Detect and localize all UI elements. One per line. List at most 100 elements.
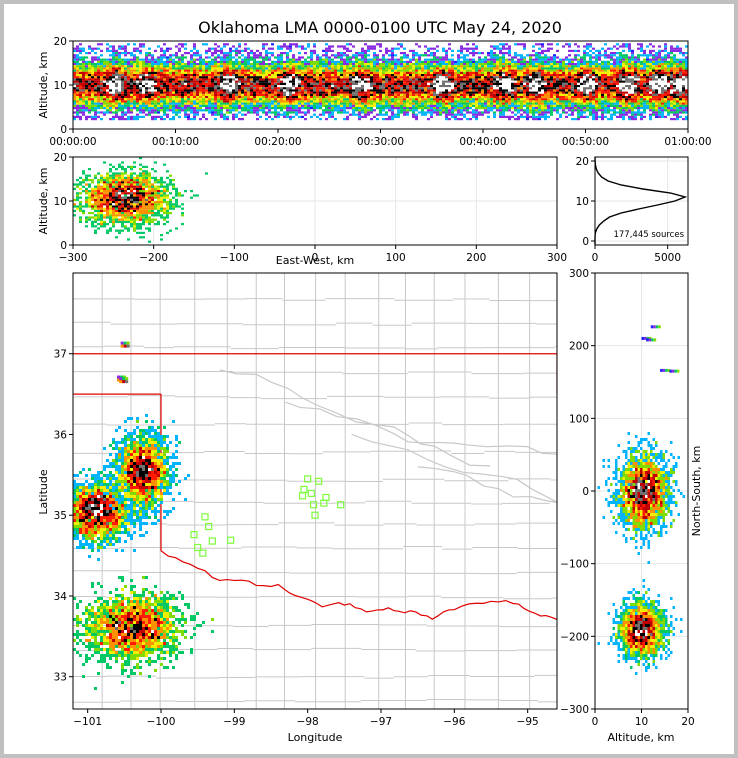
density-cell [466, 80, 469, 83]
density-cell [358, 91, 361, 94]
density-cell [574, 80, 577, 83]
density-cell [580, 107, 583, 110]
density-cell [214, 102, 217, 105]
density-cell [472, 104, 475, 107]
density-cell [247, 91, 250, 94]
density-cell [151, 58, 154, 61]
density-cell [187, 63, 190, 66]
density-cell [313, 93, 316, 96]
density-cell [466, 60, 469, 63]
density-cell [76, 111, 79, 114]
density-cell [580, 76, 583, 79]
density-cell [412, 109, 415, 112]
density-cell [226, 80, 229, 83]
density-cell [448, 63, 451, 66]
density-cell [319, 71, 322, 74]
density-cell [523, 43, 526, 46]
density-cell [142, 98, 145, 101]
density-cell [196, 85, 199, 88]
density-cell [382, 63, 385, 66]
density-cell [235, 107, 238, 110]
density-cell [190, 89, 193, 92]
density-cell [538, 63, 541, 66]
density-cell [232, 71, 235, 74]
density-cell [526, 111, 529, 114]
density-cell [262, 111, 265, 114]
density-cell [256, 49, 259, 52]
density-cell [274, 56, 277, 59]
density-cell [307, 100, 310, 103]
density-cell [115, 63, 118, 66]
density-cell [103, 69, 106, 72]
density-cell [445, 96, 448, 99]
density-cell [136, 100, 139, 103]
density-cell [172, 54, 175, 57]
density-cell [343, 91, 346, 94]
density-cell [121, 52, 124, 55]
density-cell [337, 109, 340, 112]
density-cell [247, 100, 250, 103]
density-cell [538, 78, 541, 81]
density-cell [427, 49, 430, 52]
density-cell [259, 76, 262, 79]
density-cell [106, 71, 109, 74]
density-cell [103, 76, 106, 79]
density-cell [406, 87, 409, 90]
density-cell [559, 58, 562, 61]
density-cell [235, 98, 238, 101]
density-cell [427, 96, 430, 99]
density-cell [544, 49, 547, 52]
density-cell [397, 113, 400, 116]
density-cell [289, 63, 292, 66]
density-cell [502, 102, 505, 105]
density-cell [82, 102, 85, 105]
density-cell [124, 54, 127, 57]
density-cell [424, 74, 427, 77]
density-cell [217, 76, 220, 79]
density-cell [127, 69, 130, 72]
density-cell [73, 47, 76, 50]
density-cell [547, 102, 550, 105]
density-cell [466, 102, 469, 105]
density-cell [331, 45, 334, 48]
density-cell [391, 93, 394, 96]
density-cell [418, 104, 421, 107]
density-cell [193, 89, 196, 92]
density-cell [457, 93, 460, 96]
density-cell [484, 69, 487, 72]
density-cell [463, 63, 466, 66]
density-cell [565, 115, 568, 118]
density-cell [385, 60, 388, 63]
density-cell [355, 80, 358, 83]
density-cell [334, 78, 337, 81]
density-cell [346, 74, 349, 77]
density-cell [217, 63, 220, 66]
density-cell [130, 67, 133, 70]
density-cell [115, 91, 118, 94]
density-cell [136, 89, 139, 92]
density-cell [310, 85, 313, 88]
density-cell [520, 69, 523, 72]
density-cell [436, 102, 439, 105]
density-cell [586, 76, 589, 79]
density-cell [85, 96, 88, 99]
density-cell [316, 76, 319, 79]
density-cell [505, 47, 508, 50]
density-cell [523, 111, 526, 114]
density-cell [397, 65, 400, 68]
density-cell [214, 74, 217, 77]
density-cell [532, 67, 535, 70]
density-cell [466, 100, 469, 103]
density-cell [79, 52, 82, 55]
density-cell [274, 71, 277, 74]
density-cell [403, 87, 406, 90]
density-cell [511, 85, 514, 88]
density-cell [271, 93, 274, 96]
density-cell [235, 49, 238, 52]
density-cell [394, 60, 397, 63]
density-cell [514, 96, 517, 99]
density-cell [520, 98, 523, 101]
density-cell [367, 78, 370, 81]
density-cell [166, 91, 169, 94]
density-cell [118, 78, 121, 81]
